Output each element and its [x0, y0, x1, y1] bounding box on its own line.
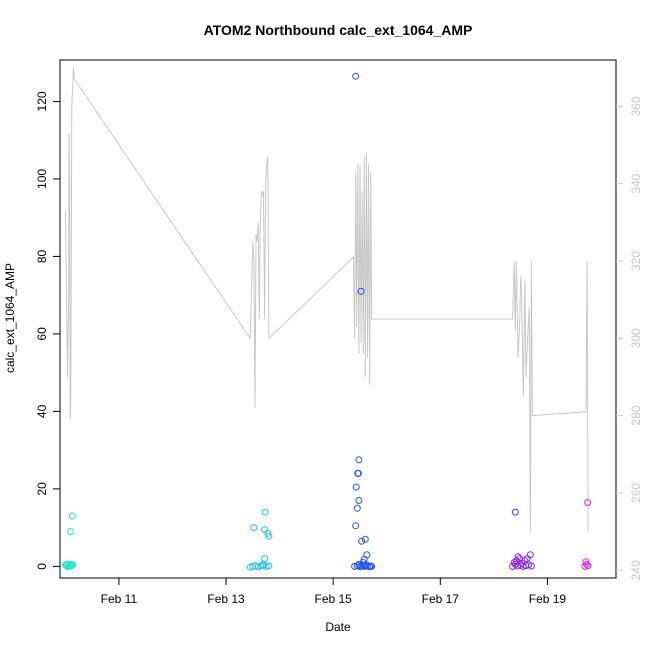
- data-point: [352, 72, 360, 80]
- data-point: [259, 561, 266, 569]
- x-tick-label: Feb 13: [207, 592, 245, 606]
- data-point: [355, 497, 363, 504]
- data-point: [250, 524, 258, 532]
- data-point: [265, 562, 273, 570]
- data-point: [582, 558, 590, 566]
- data-point: [361, 535, 369, 543]
- data-point: [584, 562, 592, 570]
- scatter-points: [61, 72, 592, 571]
- right-axis-line-series: [64, 67, 589, 532]
- data-point: [583, 560, 590, 568]
- y-tick-label: 20: [35, 482, 49, 496]
- x-tick-label: Feb 15: [314, 592, 352, 606]
- x-axis-label: Date: [325, 620, 351, 634]
- data-point: [352, 483, 360, 491]
- y2-tick-label: 300: [629, 328, 643, 348]
- data-point: [357, 287, 365, 295]
- y-tick-label: 100: [35, 169, 49, 189]
- x-tick-label: Feb 17: [422, 592, 460, 606]
- data-point: [514, 553, 522, 561]
- data-point: [510, 559, 518, 566]
- data-point: [355, 560, 363, 568]
- data-point: [358, 537, 366, 545]
- data-point: [261, 526, 269, 534]
- data-point: [359, 559, 367, 566]
- x-tick-label: Feb 11: [101, 592, 138, 606]
- y2-tick-label: 260: [629, 483, 643, 503]
- y-tick-label: 40: [35, 404, 49, 418]
- y-tick-label: 80: [35, 249, 49, 263]
- chart-title: ATOM2 Northbound calc_ext_1064_AMP: [204, 22, 473, 38]
- data-point: [527, 562, 535, 570]
- data-point: [521, 557, 529, 565]
- right-y-axis: 240 260 280 300 320 340 360: [616, 96, 643, 580]
- data-point: [67, 528, 75, 535]
- data-point: [584, 499, 592, 506]
- y2-tick-label: 320: [629, 251, 643, 271]
- data-point: [353, 504, 361, 512]
- y-axis: 0 20 40 60 80 100 120: [35, 91, 60, 570]
- data-point: [261, 508, 269, 516]
- data-point: [68, 512, 76, 520]
- data-point: [363, 551, 371, 559]
- data-point: [261, 555, 269, 563]
- data-point: [368, 562, 376, 570]
- y2-tick-label: 360: [629, 96, 643, 116]
- x-tick-label: Feb 19: [529, 592, 567, 606]
- data-point: [581, 562, 589, 570]
- x-axis: Feb 11 Feb 13 Feb 15 Feb 17 Feb 19: [101, 578, 567, 606]
- data-point: [355, 456, 363, 464]
- data-point: [354, 469, 362, 477]
- y-axis-label: calc_ext_1064_AMP: [3, 263, 17, 373]
- data-point: [526, 551, 534, 559]
- y2-tick-label: 340: [629, 173, 643, 193]
- data-point: [66, 562, 74, 570]
- y-tick-label: 60: [35, 327, 49, 341]
- plot-frame: [59, 59, 617, 579]
- y-tick-label: 120: [35, 91, 49, 111]
- line-series: [64, 67, 589, 532]
- y2-tick-label: 240: [629, 560, 643, 580]
- data-point: [352, 522, 360, 530]
- data-point: [262, 562, 270, 570]
- data-point: [511, 508, 519, 516]
- y-tick-label: 0: [35, 563, 49, 570]
- data-point: [265, 532, 273, 540]
- y2-tick-label: 280: [629, 405, 643, 425]
